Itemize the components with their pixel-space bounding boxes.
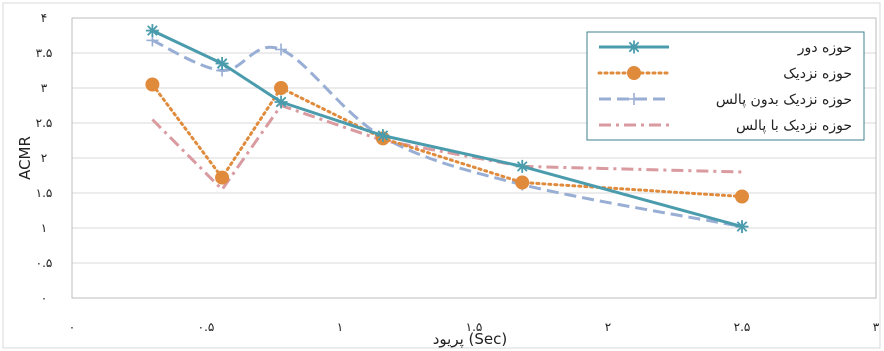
data-point [274,81,289,95]
y-tick-label: ۳.۵ [36,46,53,60]
y-tick-label: ۱ [41,221,47,235]
y-axis-title: ACMR [16,136,34,180]
x-tick-label: ۱ [337,320,343,334]
legend-label: حوزه نزدیک [783,66,852,82]
plot-area [71,17,877,299]
y-tick-label: ۰ [41,291,47,305]
series-line [151,104,743,191]
legend-item: حوزه نزدیک بدون پالس [599,92,852,108]
series-line [150,83,744,198]
data-point [275,43,288,56]
legend-label: حوزه دور [797,40,852,56]
legend-label: حوزه نزدیک بدون پالس [716,92,852,108]
y-tick-label: ۳ [41,81,48,95]
series-line [151,29,743,229]
data-point [735,220,749,234]
series-group [145,24,749,234]
data-point [215,57,229,70]
data-point [515,159,529,173]
x-tick-label: ۳ [873,320,880,334]
data-point [274,95,288,109]
x-tick-label: ۰ [69,320,75,334]
data-point [376,129,390,143]
y-tick-label: ۰.۵ [36,256,53,270]
data-point [735,189,749,204]
y-tick-label: ۲ [41,151,47,165]
legend-item: حوزه نزدیک با پالس [599,118,852,134]
series-4 [151,104,743,191]
legend-marker [627,66,641,80]
x-tick-label: ۲ [605,320,611,334]
series-1 [145,24,749,234]
legend-marker [627,40,641,54]
legend: حوزه دور حوزه نزدیک حوزه نزدیک بدون پالس حو… [586,31,865,141]
legend-item: حوزه دور [599,40,852,56]
y-tick-labels: ۰ ۰.۵ ۱ ۱.۵ ۲ ۲.۵ ۳ ۳.۵ ۴ [36,11,53,305]
x-axis-title: پریود (Sec) [433,330,508,349]
x-tick-labels: ۰ ۰.۵ ۱ ۱.۵ ۲ ۲.۵ ۳ [69,320,880,334]
legend-label: حوزه نزدیک با پالس [736,118,852,134]
data-point [215,170,230,185]
x-tick-label: ۲.۵ [734,320,751,334]
y-tick-label: ۴ [41,11,47,25]
x-tick-label: ۰.۵ [198,320,215,334]
data-point [145,77,160,92]
series-2 [145,77,749,204]
y-tick-label: ۲.۵ [36,116,53,130]
y-tick-label: ۱.۵ [36,186,53,200]
legend-item: حوزه نزدیک [597,66,852,82]
data-point [145,24,159,38]
x-tick-label: ۱.۵ [466,320,483,334]
data-point [515,175,530,190]
legend-marker [628,93,640,105]
